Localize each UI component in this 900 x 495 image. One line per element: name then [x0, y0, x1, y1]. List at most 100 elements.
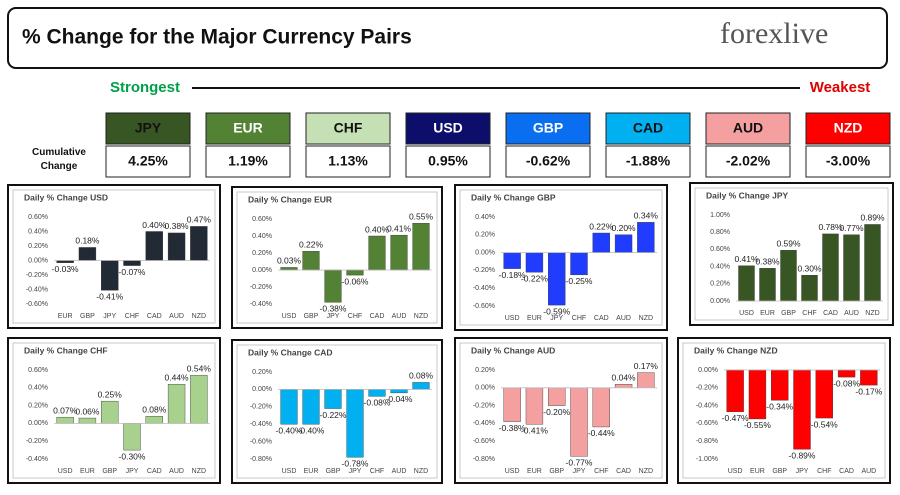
- y-tick-label: -0.80%: [696, 438, 718, 445]
- x-tick-label: CHF: [348, 313, 362, 320]
- y-tick-label: 0.40%: [252, 233, 272, 240]
- panel-title: Daily % Change CHF: [24, 345, 108, 355]
- value-label: 0.38%: [165, 221, 190, 231]
- x-tick-label: USD: [728, 468, 743, 475]
- header-title: % Change for the Major Currency Pairs: [22, 26, 412, 49]
- panel: [454, 337, 668, 484]
- y-tick-label: 0.40%: [475, 214, 495, 221]
- bar: [324, 269, 342, 303]
- x-tick-label: EUR: [750, 468, 765, 475]
- value-label: 0.07%: [53, 405, 78, 415]
- value-label: -0.78%: [342, 459, 369, 469]
- tile-value-box: [505, 145, 591, 178]
- tile-value: 1.13%: [328, 153, 368, 169]
- value-label: 0.41%: [734, 254, 759, 264]
- panel-title: Daily % Change AUD: [471, 345, 555, 355]
- bar: [864, 224, 881, 302]
- y-tick-label: 0.20%: [475, 367, 495, 374]
- tile-head: [205, 112, 291, 145]
- value-label: 0.44%: [165, 372, 190, 382]
- y-tick-label: -1.00%: [696, 456, 718, 463]
- value-label: 0.18%: [75, 236, 100, 246]
- value-label: -0.22%: [320, 410, 347, 420]
- value-label: -0.40%: [276, 425, 303, 435]
- value-label: -0.30%: [119, 451, 146, 461]
- tile-name: NZD: [834, 120, 863, 136]
- y-tick-label: -0.80%: [250, 456, 272, 463]
- value-label: 0.55%: [409, 212, 434, 222]
- tile-value: -3.00%: [826, 153, 871, 169]
- panel: [7, 184, 221, 329]
- x-tick-label: JPY: [126, 468, 139, 475]
- bar: [78, 247, 97, 261]
- y-tick-label: 0.00%: [475, 249, 495, 256]
- bar: [837, 369, 856, 378]
- bar: [525, 252, 544, 273]
- bar: [346, 389, 364, 458]
- y-tick-label: -0.40%: [473, 285, 495, 292]
- x-tick-label: JPY: [349, 468, 362, 475]
- bar: [412, 223, 430, 271]
- y-tick-label: -0.20%: [250, 404, 272, 411]
- y-tick-label: -0.80%: [473, 456, 495, 463]
- value-label: 0.54%: [187, 364, 212, 374]
- logo: forexlive: [720, 17, 828, 50]
- x-tick-label: JPY: [550, 315, 563, 322]
- tile-value-box: [405, 145, 491, 178]
- plot-frame: [694, 187, 889, 321]
- y-tick-label: 0.20%: [28, 243, 48, 250]
- y-tick-label: 0.00%: [28, 420, 48, 427]
- x-tick-label: AUD: [169, 468, 184, 475]
- bar: [843, 234, 860, 302]
- panel-title: Daily % Change JPY: [706, 190, 789, 200]
- x-tick-label: CHF: [817, 468, 831, 475]
- y-tick-label: -0.20%: [26, 438, 48, 445]
- value-label: -0.22%: [521, 273, 548, 283]
- bar: [815, 369, 833, 419]
- y-tick-label: 0.20%: [252, 250, 272, 257]
- y-tick-label: -0.20%: [696, 385, 718, 392]
- panel-title: Daily % Change NZD: [694, 345, 778, 355]
- bar: [167, 232, 186, 261]
- value-label: 0.06%: [75, 406, 100, 416]
- x-tick-label: GBP: [549, 468, 564, 475]
- bar: [123, 423, 141, 451]
- y-tick-label: 0.60%: [710, 246, 730, 253]
- bar: [503, 252, 521, 269]
- tile-head: [705, 112, 791, 145]
- plot-frame: [459, 342, 663, 479]
- y-tick-label: 1.00%: [710, 212, 730, 219]
- panel-title: Daily % Change EUR: [248, 194, 332, 204]
- x-tick-label: CAD: [147, 313, 162, 320]
- plot-frame: [682, 342, 886, 479]
- value-label: 0.17%: [634, 361, 659, 371]
- value-label: 0.41%: [387, 223, 412, 233]
- tile-head: [805, 112, 891, 145]
- y-tick-label: -0.60%: [696, 420, 718, 427]
- weakest-label: Weakest: [810, 79, 871, 96]
- y-tick-label: 0.40%: [28, 385, 48, 392]
- x-tick-label: GBP: [326, 468, 341, 475]
- value-label: 0.03%: [277, 256, 302, 266]
- value-label: 0.89%: [860, 213, 885, 223]
- x-tick-label: CAD: [147, 468, 162, 475]
- value-label: 0.40%: [365, 224, 390, 234]
- bar: [525, 387, 544, 425]
- panel-title: Daily % Change USD: [24, 192, 108, 202]
- bar: [748, 369, 767, 420]
- bar: [167, 384, 186, 424]
- value-label: 0.77%: [839, 223, 864, 233]
- bar: [56, 416, 74, 424]
- x-tick-label: CHF: [572, 315, 586, 322]
- bar: [368, 389, 386, 397]
- y-tick-label: 0.20%: [28, 402, 48, 409]
- value-label: -0.55%: [744, 420, 771, 430]
- tile-name: USD: [433, 120, 463, 136]
- bar: [759, 268, 776, 302]
- x-tick-label: GBP: [304, 313, 319, 320]
- value-label: -0.47%: [722, 413, 749, 423]
- bar: [548, 252, 566, 306]
- bar: [548, 387, 566, 406]
- tile-name: GBP: [533, 120, 563, 136]
- x-tick-label: CAD: [823, 310, 838, 317]
